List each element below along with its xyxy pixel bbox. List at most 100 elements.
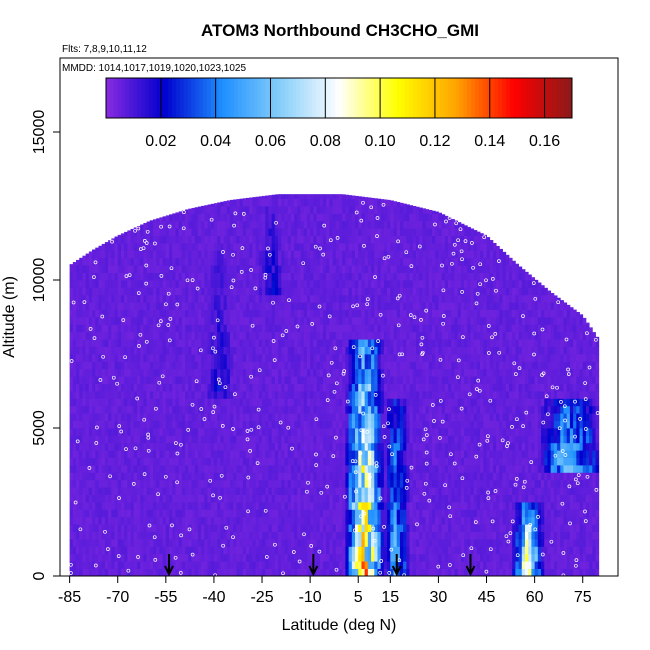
heatmap-cell — [85, 294, 90, 303]
heatmap-cell — [181, 302, 186, 310]
heatmap-cell — [120, 339, 125, 347]
heatmap-cell — [149, 272, 154, 281]
heatmap-cell — [329, 383, 333, 392]
heatmap-cell — [342, 243, 346, 251]
heatmap-cell — [185, 539, 189, 547]
heatmap-cell — [284, 428, 289, 436]
heatmap-cell — [233, 531, 237, 540]
heatmap-cell — [136, 354, 141, 362]
heatmap-cell — [332, 287, 337, 296]
heatmap-cell — [92, 368, 96, 377]
heatmap-cell — [236, 206, 240, 214]
heatmap-cell — [156, 391, 160, 399]
heatmap-cell — [233, 465, 237, 473]
heatmap-cell — [348, 465, 353, 473]
heatmap-cell — [133, 531, 138, 540]
heatmap-cell — [162, 568, 167, 576]
heatmap-cell — [204, 287, 208, 296]
heatmap-cell — [351, 413, 356, 421]
heatmap-cell — [172, 472, 176, 481]
heatmap-cell — [165, 450, 170, 458]
heatmap-cell — [274, 324, 279, 333]
heatmap-cell — [156, 280, 160, 288]
heatmap-cell — [332, 213, 337, 222]
heatmap-cell — [85, 361, 90, 370]
heatmap-cell — [326, 302, 330, 310]
heatmap-cell — [130, 502, 135, 510]
heatmap-cell — [181, 317, 186, 325]
heatmap-cell — [210, 479, 215, 488]
heatmap-cell — [377, 420, 382, 429]
heatmap-cell — [287, 413, 292, 421]
heatmap-cell — [133, 346, 138, 355]
heatmap-cell — [348, 435, 353, 444]
heatmap-cell — [387, 206, 391, 214]
heatmap-cell — [226, 398, 231, 407]
heatmap-cell — [361, 309, 366, 318]
heatmap-cell — [387, 561, 391, 569]
heatmap-cell — [303, 553, 308, 562]
heatmap-cell — [364, 539, 369, 547]
heatmap-cell — [364, 398, 369, 407]
heatmap-cell — [339, 546, 343, 555]
heatmap-cell — [335, 354, 340, 362]
heatmap-cell — [76, 287, 80, 296]
heatmap-cell — [178, 450, 183, 458]
heatmap-cell — [178, 376, 183, 384]
heatmap-cell — [114, 405, 119, 414]
heatmap-cell — [127, 524, 131, 532]
heatmap-cell — [88, 442, 93, 451]
heatmap-cell — [181, 398, 186, 407]
heatmap-cell — [197, 457, 202, 466]
heatmap-cell — [82, 391, 87, 399]
heatmap-cell — [262, 354, 266, 362]
heatmap-cell — [108, 368, 112, 377]
heatmap-cell — [313, 516, 317, 525]
heatmap-cell — [236, 317, 240, 325]
heatmap-cell — [72, 287, 77, 296]
heatmap-cell — [274, 420, 279, 429]
heatmap-cell — [284, 368, 289, 377]
heatmap-cell — [358, 487, 362, 495]
heatmap-cell — [120, 553, 125, 562]
heatmap-cell — [284, 235, 289, 244]
heatmap-cell — [339, 302, 343, 310]
heatmap-cell — [316, 309, 321, 318]
heatmap-cell — [335, 398, 340, 407]
heatmap-cell — [319, 317, 324, 325]
heatmap-cell — [223, 201, 228, 207]
heatmap-cell — [377, 546, 382, 555]
heatmap-cell — [345, 194, 350, 199]
heatmap-cell — [201, 294, 205, 303]
heatmap-cell — [316, 479, 321, 488]
heatmap-cell — [348, 428, 353, 436]
heatmap-cell — [104, 361, 109, 370]
heatmap-cell — [104, 383, 109, 392]
heatmap-cell — [242, 198, 247, 199]
heatmap-cell — [313, 479, 317, 488]
heatmap-cell — [268, 287, 273, 296]
heatmap-cell — [387, 516, 391, 525]
heatmap-cell — [374, 435, 378, 444]
heatmap-cell — [255, 383, 260, 392]
heatmap-cell — [361, 302, 366, 310]
heatmap-cell — [364, 531, 369, 540]
heatmap-cell — [329, 450, 333, 458]
heatmap-cell — [191, 472, 196, 481]
heatmap-cell — [229, 206, 234, 214]
heatmap-cell — [361, 405, 366, 414]
heatmap-cell — [345, 383, 350, 392]
heatmap-cell — [124, 428, 128, 436]
heatmap-cell — [339, 331, 343, 340]
heatmap-cell — [69, 413, 74, 421]
heatmap-cell — [297, 368, 301, 377]
heatmap-cell — [114, 346, 119, 355]
heatmap-cell — [185, 405, 189, 414]
heatmap-cell — [72, 272, 77, 281]
heatmap-cell — [306, 553, 311, 562]
heatmap-cell — [76, 450, 80, 458]
heatmap-cell — [313, 428, 317, 436]
heatmap-cell — [165, 405, 170, 414]
heatmap-cell — [374, 509, 378, 518]
heatmap-cell — [207, 405, 212, 414]
